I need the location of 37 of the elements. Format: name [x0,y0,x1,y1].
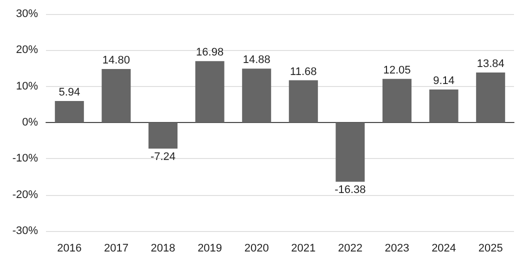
x-tick-label: 2025 [478,242,503,254]
x-tick-label: 2022 [338,242,362,254]
x-tick-label: 2017 [104,242,128,254]
x-tick-label: 2020 [244,242,269,254]
x-tick-label: 2019 [198,242,222,254]
y-tick-label: 20% [16,44,38,56]
data-label: 5.94 [58,86,80,99]
data-label: 9.14 [433,74,455,87]
data-label: 16.98 [196,46,224,59]
bar [288,80,318,122]
data-label: -7.24 [150,151,176,164]
bar [476,72,506,122]
data-label: 12.05 [383,64,411,76]
x-tick-label: 2023 [384,242,410,254]
x-tick-label: 2021 [291,242,316,254]
bar [148,122,178,149]
data-label: 11.68 [290,66,317,78]
bar [102,68,131,122]
data-label: 14.80 [102,54,130,66]
data-label: 14.88 [242,54,270,66]
data-label: -16.38 [334,184,366,196]
bar [54,101,84,122]
bar [382,78,412,122]
x-tick-label: 2016 [57,242,82,254]
y-tick-label: 30% [16,8,38,20]
data-label: 13.84 [476,58,504,70]
x-tick-label: 2018 [150,242,176,254]
y-tick-label: -30% [12,225,38,237]
bar [195,61,224,122]
bar [242,68,272,122]
bar [429,89,458,122]
y-tick-label: -10% [12,152,38,165]
x-tick-label: 2024 [432,242,456,254]
bar [336,122,365,182]
y-tick-label: 0% [22,116,38,128]
y-tick-label: -20% [12,188,38,201]
y-tick-label: 10% [16,80,38,92]
